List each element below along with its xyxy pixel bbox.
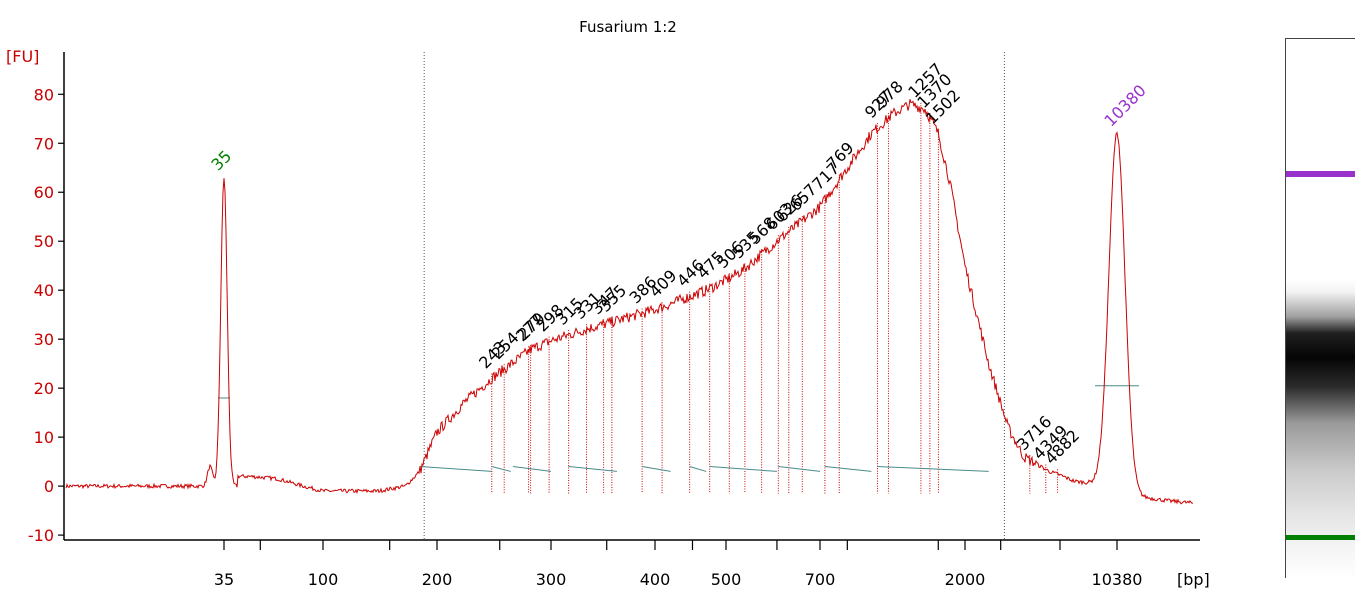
- x-tick-label: 400: [640, 570, 671, 589]
- baseline-segment: [512, 466, 552, 472]
- baseline-segment: [689, 466, 707, 472]
- baseline-segment: [491, 466, 511, 472]
- x-axis-unit-label: [bp]: [1177, 570, 1210, 589]
- x-tick-label: 200: [422, 570, 453, 589]
- y-tick-label: 10: [34, 428, 54, 447]
- baseline-segment: [877, 466, 989, 472]
- y-tick-label: 30: [34, 330, 54, 349]
- axes-group: -10 0 10 20 30 40 50 60 70 80 35 100 200 300 400 500 700…: [28, 52, 1200, 589]
- baseline-segment: [824, 466, 872, 472]
- x-tick-label: 35: [214, 570, 234, 589]
- y-tick-label: 80: [34, 85, 54, 104]
- virtual-gel-lane: [1285, 38, 1355, 579]
- x-tick-label: 2000: [945, 570, 986, 589]
- baseline-segments: [218, 385, 1139, 472]
- y-tick-label: 70: [34, 134, 54, 153]
- peak-label: 409: [645, 266, 680, 301]
- y-tick-label: -10: [28, 526, 54, 545]
- chart-title: Fusarium 1:2: [579, 18, 677, 36]
- electropherogram-chart: Fusarium 1:2 [FU] [bp] -10 0 10 20 30 40 50 60 7…: [6, 18, 1210, 589]
- x-tick-label: 700: [805, 570, 836, 589]
- x-tick-label: 100: [308, 570, 339, 589]
- y-tick-label: 50: [34, 232, 54, 251]
- y-axis-unit-label: [FU]: [6, 47, 39, 66]
- marker-peak-label: 10380: [1100, 81, 1149, 130]
- x-tick-label: 300: [536, 570, 567, 589]
- gel-lane-image: [1286, 169, 1355, 579]
- electropherogram-trace: [65, 99, 1194, 505]
- marker-peak-label: 35: [207, 147, 235, 175]
- y-tick-label: 0: [44, 477, 54, 496]
- gel-smear: [1286, 169, 1355, 579]
- trace-group: [65, 99, 1194, 505]
- baseline-segment: [709, 466, 777, 472]
- baseline-segment: [642, 466, 671, 472]
- y-tick-label: 40: [34, 281, 54, 300]
- x-tick-label: 10380: [1092, 570, 1143, 589]
- baseline-segment: [419, 466, 492, 472]
- y-tick-label: 20: [34, 379, 54, 398]
- baseline-segment: [778, 466, 821, 472]
- x-tick-label: 500: [711, 570, 742, 589]
- baseline-segment: [568, 466, 617, 472]
- gel-upper-marker-band: [1286, 171, 1355, 177]
- reference-lines: [423, 52, 1005, 540]
- gel-lower-marker-band: [1286, 535, 1355, 540]
- peak-dropdowns: [491, 102, 1059, 494]
- peak-labels: 2432542772792983153313473553864094464755…: [207, 59, 1149, 468]
- y-tick-label: 60: [34, 183, 54, 202]
